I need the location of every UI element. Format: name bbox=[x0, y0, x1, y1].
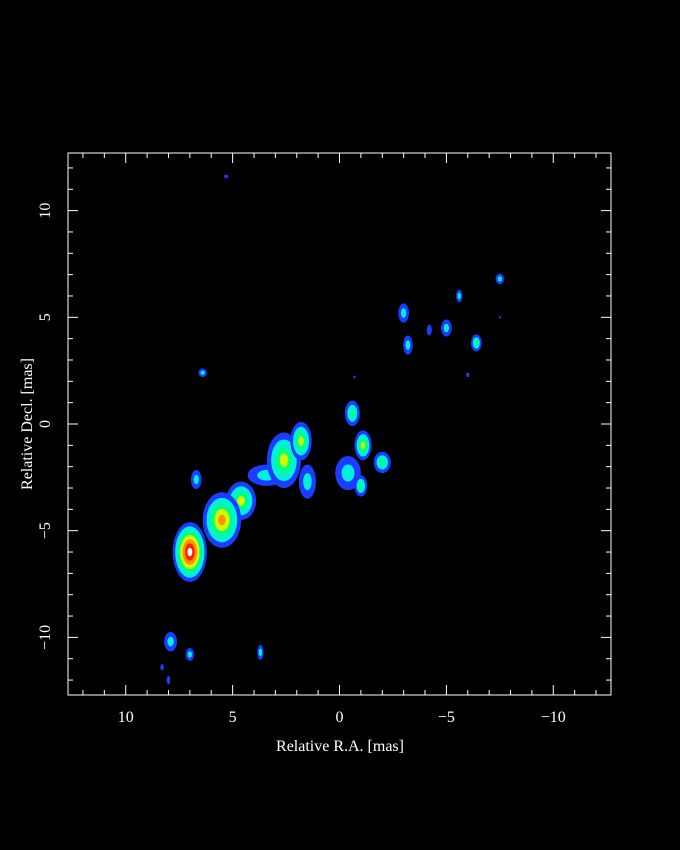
emission-blob bbox=[400, 308, 407, 318]
emission-blob bbox=[360, 441, 366, 450]
y-tick-label: 10 bbox=[37, 203, 54, 219]
emission-blob bbox=[498, 316, 501, 319]
emission-blob bbox=[426, 324, 432, 336]
x-axis-label: Relative R.A. [mas] bbox=[276, 738, 404, 755]
emission-blob bbox=[474, 340, 479, 346]
emission-blob bbox=[200, 370, 205, 375]
emission-blob bbox=[218, 514, 226, 526]
x-tick-label: −5 bbox=[438, 709, 455, 726]
emission-blob bbox=[187, 651, 192, 658]
emission-blob bbox=[341, 464, 355, 482]
y-tick-label: −5 bbox=[37, 522, 54, 539]
emission-blob bbox=[193, 474, 199, 485]
axes: 10 5 0 −5 −10 −10 −5 0 5 10 bbox=[37, 153, 611, 726]
x-tick-label: −10 bbox=[541, 709, 566, 726]
y-tick-label: −10 bbox=[37, 625, 54, 650]
emission-blob bbox=[497, 276, 502, 282]
emission-blob bbox=[166, 675, 171, 685]
emission-blob bbox=[405, 340, 411, 350]
emission-blob bbox=[303, 473, 312, 491]
emission-blob bbox=[466, 372, 470, 378]
emission-blob bbox=[167, 636, 174, 647]
emission-blob bbox=[160, 664, 164, 671]
plot-area bbox=[160, 174, 505, 685]
y-tick-label: 0 bbox=[37, 420, 54, 428]
x-tick-label: 0 bbox=[336, 709, 344, 726]
x-tick-label: 5 bbox=[229, 709, 237, 726]
emission-blob bbox=[258, 648, 263, 657]
y-tick-label: 5 bbox=[37, 313, 54, 321]
emission-blob bbox=[187, 547, 193, 557]
emission-blob bbox=[443, 323, 450, 333]
y-axis-label: Relative Decl. [mas] bbox=[19, 358, 36, 490]
emission-blob bbox=[298, 436, 304, 446]
x-tick-label: 10 bbox=[118, 709, 134, 726]
emission-blob bbox=[237, 496, 245, 506]
emission-blob bbox=[358, 482, 364, 490]
emission-blob bbox=[224, 174, 229, 179]
emission-blob bbox=[379, 458, 386, 466]
emission-blob bbox=[349, 409, 355, 418]
emission-blob bbox=[353, 375, 356, 379]
emission-blob bbox=[457, 292, 461, 300]
emission-blob bbox=[279, 453, 289, 468]
